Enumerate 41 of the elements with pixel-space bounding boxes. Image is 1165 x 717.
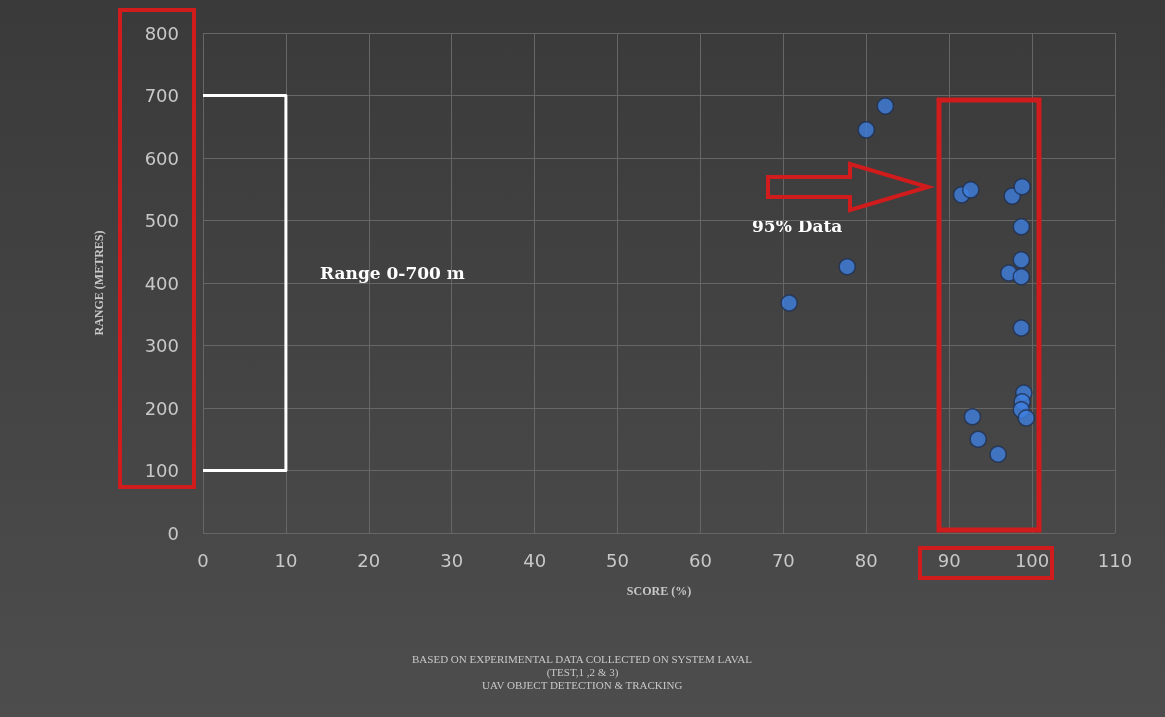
point	[1012, 251, 1031, 269]
point	[857, 121, 876, 139]
point	[1012, 218, 1031, 236]
x-tick-label: 60	[689, 549, 712, 571]
x-axis-title: SCORE (%)	[626, 584, 692, 598]
y-tick-label: 600	[144, 147, 179, 169]
point	[838, 258, 856, 276]
point	[969, 430, 987, 448]
y-tick-label: 200	[144, 397, 179, 419]
x-tick-label: 110	[1097, 549, 1133, 571]
point	[1017, 409, 1036, 427]
point	[1012, 268, 1031, 286]
x-tick-label: 10	[274, 549, 298, 571]
x-tick-label: 80	[854, 549, 878, 571]
x-tick-label: 30	[440, 549, 464, 571]
point	[780, 294, 798, 312]
point	[963, 408, 982, 426]
point	[876, 97, 895, 115]
x-tick-label: 20	[357, 549, 381, 571]
y-tick-label: 0	[167, 522, 179, 544]
point	[989, 445, 1007, 463]
x-tick-label: 40	[523, 549, 547, 571]
y-tick-label: 800	[144, 22, 179, 44]
text: BASED ON EXPERIMENTAL DATA COLLECTED ON SYSTEM LAVAL	[412, 652, 753, 665]
x-tick-label: 100	[1014, 549, 1050, 571]
y-axis-title: RANGE (METRES)	[92, 230, 106, 336]
x-tick-label: 70	[771, 549, 795, 571]
point	[962, 181, 980, 199]
x-tick-label: 50	[606, 549, 629, 571]
point	[1013, 178, 1031, 196]
y-tick-label: 400	[144, 272, 179, 294]
point	[1003, 187, 1021, 205]
point	[1012, 319, 1031, 337]
y-tick-label: 300	[144, 335, 179, 356]
y-tick-label: 100	[144, 460, 179, 481]
y-tick-label: 500	[144, 210, 179, 231]
y-tick-label: 700	[144, 85, 179, 106]
text: UAV OBJECT DETECTION & TRACKING	[482, 678, 683, 691]
x-tick-label: 0	[197, 549, 209, 571]
x-tick-label: 90	[937, 549, 961, 571]
text: (TEST,1 ,2 & 3)	[546, 665, 619, 679]
